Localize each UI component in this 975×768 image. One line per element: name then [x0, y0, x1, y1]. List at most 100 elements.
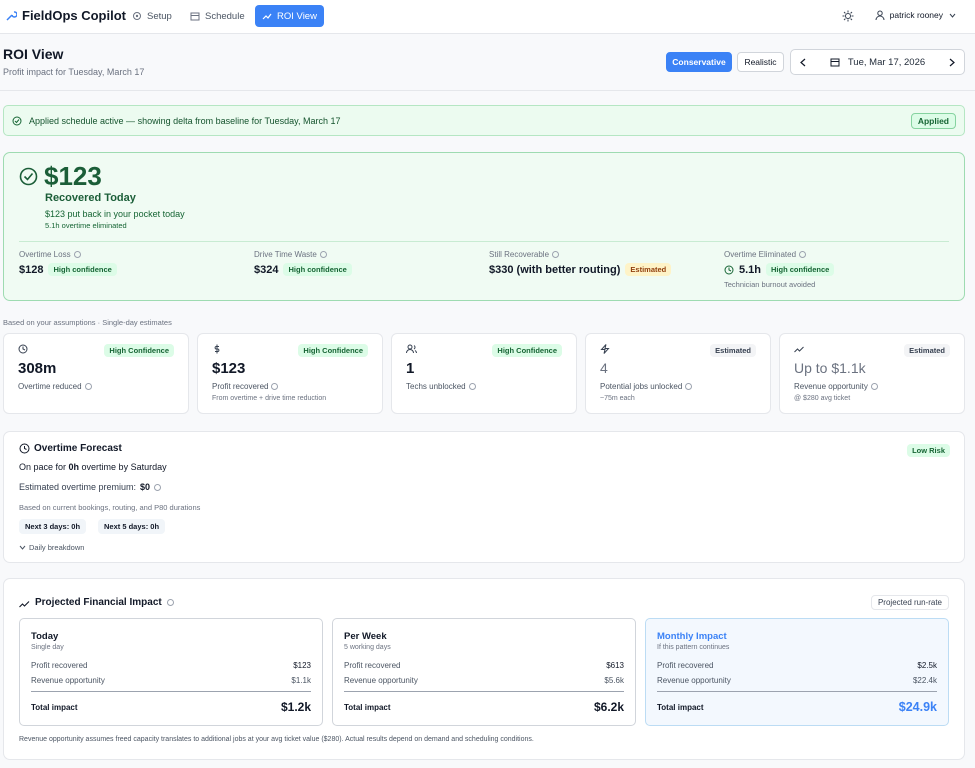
confidence-badge: High Confidence: [492, 344, 562, 357]
impact-box: Per Week 5 working days Profit recovered…: [332, 618, 636, 726]
info-icon[interactable]: [166, 599, 174, 606]
hero-line: $123 put back in your pocket today: [45, 209, 185, 219]
premium-value: $0: [140, 482, 151, 492]
kpi-value: 1: [406, 360, 415, 377]
hero-check: [19, 167, 38, 186]
card-icon: [600, 344, 610, 354]
forecast-chip: Next 3 days: 0h: [19, 519, 87, 534]
confidence-badge: Estimated: [625, 263, 672, 276]
box-title: Today: [31, 631, 59, 642]
user-menu[interactable]: patrick rooney: [875, 10, 957, 20]
date-text: Tue, Mar 17, 2026: [847, 56, 926, 68]
info-icon[interactable]: [73, 251, 81, 258]
kpi-card: Estimated 4 Potential jobs unlocked ~75m…: [585, 333, 771, 414]
tab-icon: [133, 12, 141, 20]
mode-button[interactable]: Realistic: [737, 52, 784, 72]
kpi-label-row: Potential jobs unlocked: [600, 382, 693, 391]
card-icon: [406, 344, 417, 354]
nav-tab[interactable]: Setup: [125, 5, 179, 27]
row-value: $2.5k: [917, 661, 937, 670]
hero-line: 5.1h overtime eliminated: [45, 221, 127, 230]
hero-metric: Drive Time Waste $324 High confidence: [254, 250, 484, 276]
kpi-card: Estimated Up to $1.1k Revenue opportunit…: [779, 333, 965, 414]
total-label: Total impact: [657, 702, 704, 712]
info-icon[interactable]: [799, 251, 807, 258]
breakdown-toggle[interactable]: Daily breakdown: [19, 543, 84, 552]
total-label: Total impact: [344, 702, 391, 712]
card-icon: [794, 346, 804, 353]
kpi-value: 308m: [18, 360, 57, 377]
divider: [0, 90, 975, 91]
projected-panel: Projected Financial Impact Projected run…: [3, 578, 965, 760]
metric-label-row: Overtime Eliminated: [724, 250, 954, 259]
check-icon: [12, 116, 22, 125]
impact-box-highlight: Monthly Impact If this pattern continues…: [645, 618, 949, 726]
pace-line: On pace for 0h overtime by Saturday: [19, 462, 167, 472]
row-label: Revenue opportunity: [657, 676, 731, 685]
info-icon[interactable]: [870, 383, 878, 390]
total-value: $24.9k: [898, 700, 937, 714]
tab-label: Setup: [147, 10, 172, 22]
nav-tab[interactable]: Schedule: [183, 5, 252, 27]
confidence-badge: High confidence: [283, 263, 352, 276]
hero-card: $123 Recovered Today $123 put back in yo…: [3, 152, 965, 301]
footnote: Revenue opportunity assumes freed capaci…: [19, 736, 534, 743]
box-subtitle: If this pattern continues: [657, 644, 730, 651]
hero-amount: $123: [44, 161, 102, 191]
clock-icon: [724, 265, 734, 274]
forecast-panel: Overtime Forecast Low Risk On pace for 0…: [3, 431, 965, 563]
row-label: Profit recovered: [657, 661, 714, 670]
metric-label: Still Recoverable: [489, 250, 550, 259]
metric-note: Technician burnout avoided: [724, 280, 816, 289]
metric-value-row: $324 High confidence: [254, 263, 484, 276]
estimate-badge: Estimated: [904, 344, 950, 357]
metric-value: $330 (with better routing): [489, 263, 621, 276]
info-icon[interactable]: [319, 251, 327, 258]
prev-day[interactable]: [799, 58, 808, 67]
tab-label: Schedule: [205, 10, 245, 22]
theme-toggle[interactable]: [842, 10, 854, 22]
metric-value-row: 5.1h High confidence: [724, 263, 954, 276]
info-icon[interactable]: [685, 383, 693, 390]
info-icon[interactable]: [468, 383, 476, 390]
forecast-title: Overtime Forecast: [34, 443, 122, 454]
trend-icon: [19, 601, 30, 608]
total-row: Total impact $1.2k: [31, 691, 311, 714]
row-label: Revenue opportunity: [31, 676, 105, 685]
metric-value: 5.1h: [739, 263, 762, 276]
hero-metric: Overtime Loss $128 High confidence: [19, 250, 249, 276]
box-row: Profit recovered $123: [31, 661, 311, 670]
info-icon[interactable]: [271, 383, 279, 390]
kpi-note: @ $280 avg ticket: [794, 395, 851, 402]
box-title: Monthly Impact: [657, 631, 727, 642]
hero-metric: Still Recoverable $330 (with better rout…: [489, 250, 719, 276]
total-value: $1.2k: [280, 700, 311, 714]
info-icon[interactable]: [552, 251, 560, 258]
info-icon[interactable]: [84, 383, 92, 390]
row-value: $1.1k: [291, 676, 311, 685]
user-icon: [875, 10, 885, 20]
metric-value: $128: [19, 263, 44, 276]
date-display[interactable]: Tue, Mar 17, 2026: [830, 57, 925, 68]
info-icon[interactable]: [154, 483, 162, 491]
pace-text: On pace for: [19, 462, 69, 472]
brand-name: FieldOps Copilot: [22, 8, 126, 23]
metric-value-row: $128 High confidence: [19, 263, 249, 276]
premium-label: Estimated overtime premium:: [19, 482, 137, 492]
projected-title-row: Projected Financial Impact: [35, 597, 174, 608]
kpi-label-row: Techs unblocked: [406, 382, 476, 391]
total-row: Total impact $24.9k: [657, 691, 937, 714]
next-day[interactable]: [947, 58, 956, 67]
card-icon: [214, 344, 220, 354]
mode-button[interactable]: Conservative: [666, 52, 732, 72]
chevron: [19, 545, 26, 550]
breakdown-label: Daily breakdown: [29, 543, 85, 552]
assumptions-note: Based on your assumptions · Single-day e…: [3, 318, 172, 327]
metric-label-row: Drive Time Waste: [254, 250, 484, 259]
pace-text: overtime by Saturday: [79, 462, 167, 472]
brand[interactable]: FieldOps Copilot: [5, 8, 126, 23]
nav-tab-active[interactable]: ROI View: [255, 5, 324, 27]
tab-icon: [262, 13, 272, 20]
